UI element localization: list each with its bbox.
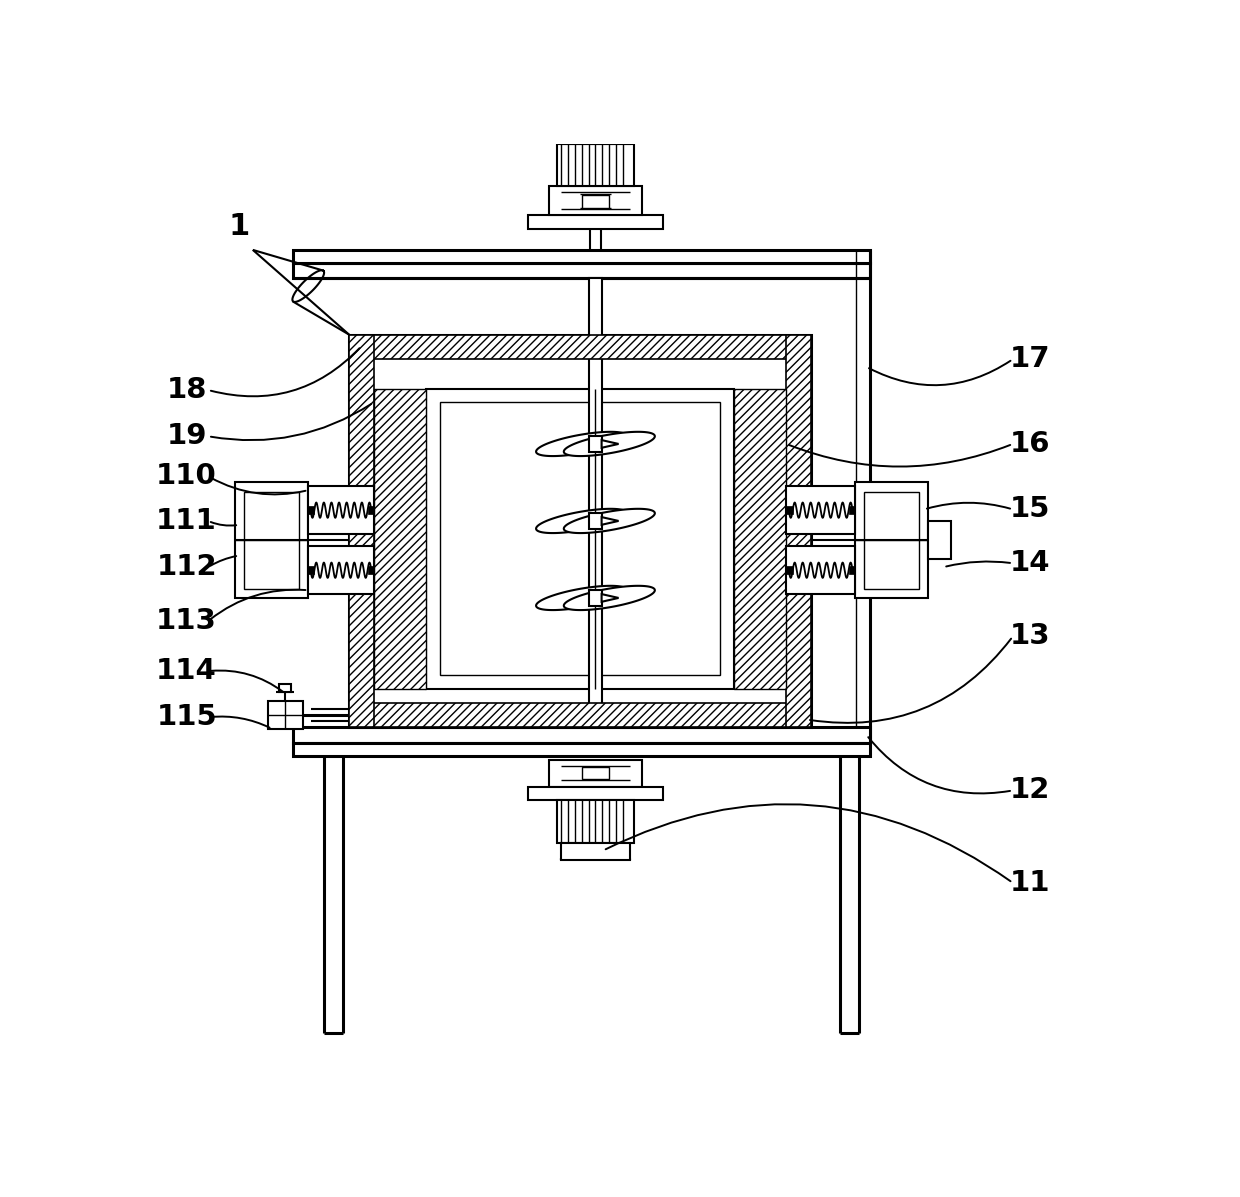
- Bar: [583, 767, 609, 779]
- Bar: [849, 566, 854, 575]
- Bar: [309, 506, 315, 514]
- Bar: [373, 389, 427, 688]
- Bar: [244, 492, 299, 589]
- Bar: [854, 482, 928, 598]
- Text: 11: 11: [1009, 869, 1050, 897]
- Polygon shape: [601, 440, 619, 448]
- Bar: [560, 127, 630, 144]
- Bar: [309, 566, 315, 575]
- Text: 112: 112: [156, 553, 217, 581]
- Polygon shape: [536, 509, 627, 533]
- Polygon shape: [564, 585, 655, 610]
- Bar: [309, 486, 373, 534]
- Bar: [786, 566, 792, 575]
- Bar: [549, 760, 641, 786]
- Polygon shape: [564, 432, 655, 456]
- Bar: [440, 402, 720, 675]
- Bar: [589, 590, 601, 606]
- Text: 18: 18: [166, 376, 207, 405]
- Bar: [350, 335, 373, 728]
- Text: 113: 113: [156, 607, 217, 636]
- Polygon shape: [564, 509, 655, 533]
- Bar: [557, 144, 634, 186]
- Text: 114: 114: [156, 657, 217, 685]
- Bar: [528, 786, 663, 801]
- Bar: [864, 492, 919, 589]
- Bar: [236, 482, 309, 598]
- Bar: [786, 486, 854, 534]
- Polygon shape: [601, 594, 619, 602]
- Text: 1: 1: [228, 212, 249, 242]
- Bar: [589, 514, 601, 529]
- Bar: [786, 335, 811, 728]
- Text: 12: 12: [1009, 777, 1050, 804]
- Bar: [549, 186, 641, 215]
- Polygon shape: [536, 432, 627, 456]
- Bar: [786, 506, 792, 514]
- Text: 14: 14: [1009, 549, 1050, 577]
- Bar: [928, 521, 951, 559]
- Bar: [293, 742, 870, 755]
- Bar: [309, 546, 373, 594]
- Bar: [279, 685, 291, 692]
- Text: 111: 111: [156, 508, 217, 535]
- Bar: [849, 506, 854, 514]
- Bar: [528, 215, 663, 229]
- Bar: [350, 335, 811, 359]
- Polygon shape: [536, 585, 627, 610]
- Text: 16: 16: [1009, 430, 1050, 458]
- Bar: [293, 728, 870, 742]
- Text: 110: 110: [156, 462, 217, 491]
- Bar: [367, 506, 373, 514]
- Text: 17: 17: [1009, 345, 1050, 373]
- Text: 19: 19: [166, 423, 207, 450]
- Bar: [293, 250, 870, 263]
- Bar: [427, 389, 734, 688]
- Bar: [583, 195, 609, 207]
- Bar: [589, 436, 601, 451]
- Bar: [786, 546, 854, 594]
- Bar: [350, 335, 811, 728]
- Bar: [557, 801, 634, 843]
- Polygon shape: [601, 517, 619, 524]
- Text: 15: 15: [1009, 496, 1050, 523]
- Bar: [367, 566, 373, 575]
- Text: 13: 13: [1009, 622, 1050, 650]
- Bar: [560, 843, 630, 859]
- Bar: [734, 389, 786, 688]
- Bar: [268, 701, 303, 729]
- Bar: [293, 263, 870, 279]
- Text: 115: 115: [156, 704, 217, 731]
- Bar: [350, 703, 811, 728]
- Bar: [589, 279, 603, 728]
